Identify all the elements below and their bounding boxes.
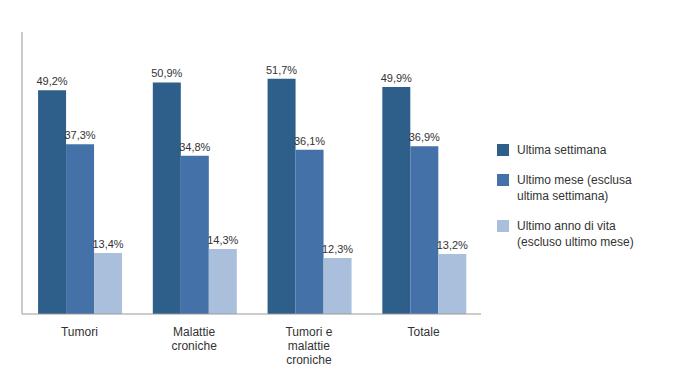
svg-text:49,9%: 49,9%	[381, 72, 412, 84]
svg-text:14,3%: 14,3%	[207, 234, 238, 246]
svg-text:Malattiecroniche: Malattiecroniche	[171, 325, 217, 353]
svg-text:Tumori: Tumori	[61, 325, 98, 339]
svg-text:36,1%: 36,1%	[294, 135, 325, 147]
svg-text:34,8%: 34,8%	[179, 141, 210, 153]
svg-text:13,2%: 13,2%	[437, 239, 468, 251]
svg-text:13,4%: 13,4%	[92, 238, 123, 250]
svg-text:Tumori emalattiecroniche: Tumori emalattiecroniche	[285, 325, 332, 367]
svg-text:36,9%: 36,9%	[409, 131, 440, 143]
html-text:Ultimo mese (esclusa ultima se: Ultimo mese (esclusa ultima settimana)	[517, 173, 632, 203]
svg-text:Totale: Totale	[408, 325, 440, 339]
svg-text:49,2%: 49,2%	[36, 75, 67, 87]
svg-text:12,3%: 12,3%	[322, 243, 353, 255]
svg-text:50,9%: 50,9%	[151, 67, 182, 79]
html-text:Ultima settimana: Ultima settimana	[517, 143, 607, 157]
svg-text:37,3%: 37,3%	[64, 129, 95, 141]
html-text:Ultimo anno di vita (escluso u: Ultimo anno di vita (escluso ultimo mese…	[517, 219, 634, 249]
svg-text:51,7%: 51,7%	[266, 64, 297, 76]
